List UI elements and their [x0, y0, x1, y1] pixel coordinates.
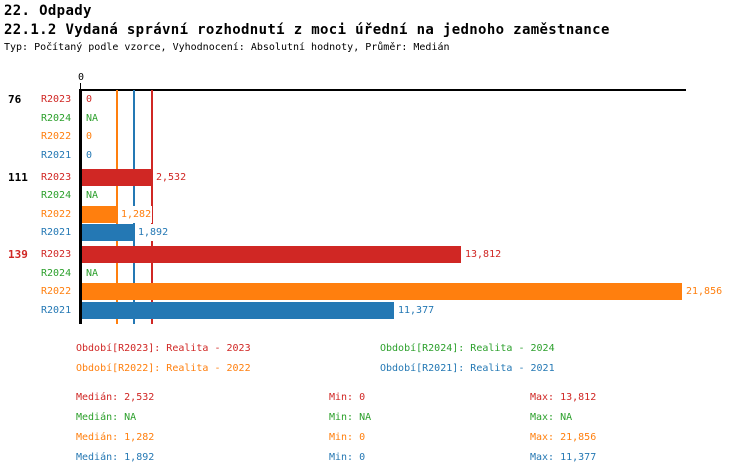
chart-title: 22.1.2 Vydaná správní rozhodnutí z moci … — [4, 22, 610, 38]
value-label-r2023-group-139: 13,812 — [464, 246, 503, 263]
stat-median-r2022: Medián: 1,282 — [76, 432, 155, 443]
stat-median-r2023: Medián: 2,532 — [76, 392, 155, 403]
median-line-r2022 — [116, 90, 119, 324]
row-label-r2022: R2022 — [41, 208, 72, 220]
value-label-r2021-group-111: 1,892 — [137, 224, 170, 241]
value-label-r2024-group-139: NA — [85, 264, 100, 282]
legend-item-r2024: Období[R2024]: Realita - 2024 — [380, 343, 555, 354]
value-label-r2024-group-76: NA — [85, 109, 100, 127]
row-label-r2023: R2023 — [41, 249, 72, 260]
value-label-r2023-group-76: 0 — [85, 91, 94, 108]
value-label-r2022-group-111: 1,282 — [120, 205, 153, 223]
group-label-139: 139 — [8, 248, 28, 261]
x-axis-line — [79, 89, 686, 91]
legend-item-r2023: Období[R2023]: Realita - 2023 — [76, 343, 251, 354]
stat-median-r2024: Medián: NA — [76, 412, 137, 423]
row-label-r2021: R2021 — [41, 149, 72, 161]
stat-min-r2022: Min: 0 — [329, 432, 366, 443]
bar-r2021-group-139 — [82, 301, 394, 319]
stat-max-r2023: Max: 13,812 — [530, 392, 597, 403]
stat-median-r2021: Medián: 1,892 — [76, 452, 155, 463]
stat-max-r2024: Max: NA — [530, 412, 573, 423]
value-label-r2022-group-76: 0 — [85, 128, 94, 145]
row-label-r2024: R2024 — [41, 112, 72, 124]
row-label-r2022: R2022 — [41, 131, 72, 142]
row-label-r2022: R2022 — [41, 286, 72, 297]
bar-r2023-group-139 — [82, 246, 461, 263]
row-label-r2023: R2023 — [41, 94, 72, 105]
axis-zero-tick — [80, 83, 81, 89]
row-label-r2023: R2023 — [41, 171, 72, 183]
row-label-r2024: R2024 — [41, 190, 72, 201]
group-label-76: 76 — [8, 93, 22, 106]
page-title: 22. Odpady — [4, 3, 92, 19]
stat-min-r2023: Min: 0 — [329, 392, 366, 403]
bar-r2021-group-111 — [82, 224, 134, 241]
value-label-r2021-group-139: 11,377 — [397, 301, 436, 319]
y-axis-line — [79, 89, 82, 324]
chart-meta-line: Typ: Počítaný podle vzorce, Vyhodnocení:… — [4, 42, 450, 53]
row-label-r2021: R2021 — [41, 227, 72, 238]
stat-max-r2022: Max: 21,856 — [530, 432, 597, 443]
stat-max-r2021: Max: 11,377 — [530, 452, 597, 463]
bar-r2022-group-111 — [82, 205, 117, 223]
value-label-r2024-group-111: NA — [85, 187, 100, 204]
row-label-r2024: R2024 — [41, 267, 72, 279]
axis-zero-tick-label: 0 — [77, 72, 85, 83]
row-label-r2021: R2021 — [41, 304, 72, 316]
bar-r2022-group-139 — [82, 283, 682, 300]
group-label-111: 111 — [8, 170, 28, 184]
legend-item-r2022: Období[R2022]: Realita - 2022 — [76, 363, 251, 374]
stat-min-r2021: Min: 0 — [329, 452, 366, 463]
value-label-r2022-group-139: 21,856 — [685, 283, 724, 300]
legend-item-r2021: Období[R2021]: Realita - 2021 — [380, 363, 555, 374]
value-label-r2021-group-76: 0 — [85, 146, 94, 164]
value-label-r2023-group-111: 2,532 — [155, 168, 188, 186]
stat-min-r2024: Min: NA — [329, 412, 372, 423]
bar-r2023-group-111 — [82, 168, 152, 186]
